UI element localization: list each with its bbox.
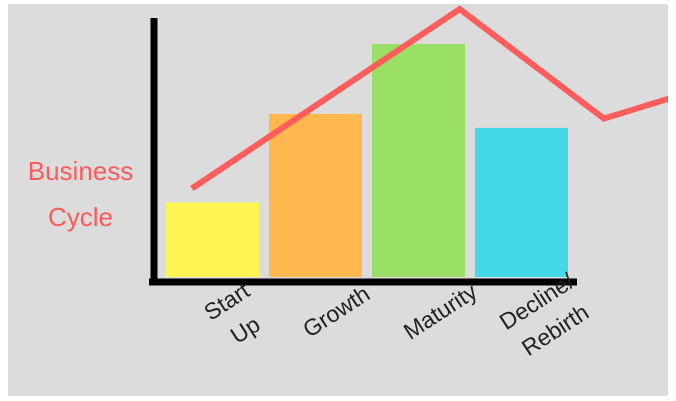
x-tick-label-1: Growth	[298, 280, 374, 342]
x-tick-label-2-line-0: Maturity	[399, 278, 482, 345]
x-tick-label-0-line-1: Up	[226, 311, 265, 349]
bar-1	[269, 113, 362, 278]
y-axis-label-line-1: Business	[27, 156, 134, 186]
bar-2	[372, 44, 465, 277]
business-cycle-chart: StartUp Growth Maturity Decline/Rebirth	[149, 5, 668, 361]
x-tick-label-0: StartUp	[199, 277, 273, 354]
business-cycle-trend-line	[190, 5, 668, 191]
x-tick-label-2: Maturity	[399, 278, 482, 345]
y-axis-label-line-2: Cycle	[47, 202, 113, 232]
bar-0	[166, 202, 259, 277]
bar-3	[475, 127, 568, 277]
x-tick-label-1-line-0: Growth	[298, 280, 374, 342]
chart-frame: Business Cycle StartUp Growth Maturity Decl…	[8, 4, 668, 396]
